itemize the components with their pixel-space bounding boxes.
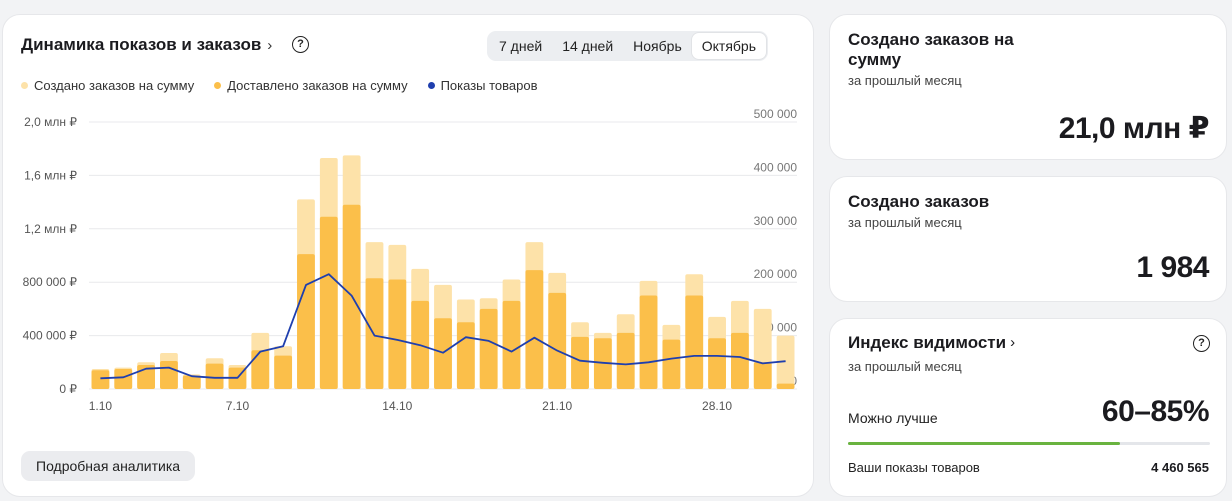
legend-dot-created	[21, 82, 28, 89]
y-right-tick-label: 300 000	[754, 214, 798, 228]
chevron-right-icon: ›	[267, 36, 273, 54]
chart-title-link[interactable]: Динамика показов и заказов ›	[21, 35, 272, 55]
visibility-title-link[interactable]: Индекс видимости ›	[848, 333, 1015, 353]
legend-item-delivered[interactable]: Доставлено заказов на сумму	[214, 78, 408, 93]
bar-delivered	[274, 355, 293, 389]
chart-title: Динамика показов и заказов	[21, 35, 262, 54]
visibility-title: Индекс видимости	[848, 333, 1007, 352]
chart-legend: Создано заказов на сумму Доставлено зака…	[21, 78, 538, 93]
bar-delivered	[160, 360, 178, 389]
orders-count-title: Создано заказов	[848, 192, 990, 211]
y-right-tick-label: 500 000	[754, 107, 798, 121]
visibility-index-card: Индекс видимости › ? за прошлый месяц Мо…	[829, 318, 1227, 497]
help-icon[interactable]: ?	[292, 36, 309, 53]
visibility-value: 60–85%	[1101, 395, 1210, 428]
bar-delivered	[639, 295, 658, 389]
bar-delivered	[319, 216, 338, 389]
y-left-tick-label: 400 000 ₽	[23, 329, 78, 343]
legend-label-created: Создано заказов на сумму	[34, 78, 195, 93]
bar-delivered	[730, 332, 749, 389]
bar-delivered	[502, 300, 521, 389]
legend-item-created[interactable]: Создано заказов на сумму	[21, 78, 194, 93]
bar-delivered	[91, 370, 110, 389]
bar-delivered	[388, 279, 407, 389]
y-left-tick-label: 1,6 млн ₽	[24, 168, 77, 182]
visibility-progress-fill	[848, 442, 1120, 445]
bar-delivered	[708, 338, 726, 389]
bar-delivered	[548, 292, 567, 389]
bar-delivered	[251, 350, 270, 389]
legend-label-impressions: Показы товаров	[440, 78, 538, 93]
y-left-tick-label: 1,2 млн ₽	[24, 222, 77, 236]
bar-delivered	[456, 322, 475, 389]
orders-count-card: Создано заказов за прошлый месяц 1 984	[829, 176, 1227, 302]
y-left-tick-label: 2,0 млн ₽	[24, 115, 77, 129]
x-tick-label: 7.10	[226, 399, 250, 413]
y-right-tick-label: 400 000	[754, 160, 798, 174]
x-tick-label: 1.10	[89, 399, 113, 413]
orders-count-value: 1 984	[1136, 251, 1209, 284]
period-tabs: 7 дней 14 дней Ноябрь Октябрь	[487, 31, 768, 61]
bar-delivered	[297, 254, 315, 389]
bar-delivered	[571, 336, 589, 389]
orders-count-subtitle: за прошлый месяц	[848, 215, 962, 230]
bar-delivered	[685, 295, 704, 389]
chevron-right-icon: ›	[1010, 334, 1016, 351]
impressions-line	[100, 273, 786, 380]
bar-delivered	[182, 375, 201, 389]
bar-delivered	[114, 368, 133, 389]
orders-sum-card: Создано заказов на сумму за прошлый меся…	[829, 14, 1227, 160]
legend-dot-impressions	[427, 82, 435, 89]
bar-delivered	[365, 278, 384, 389]
legend-dot-delivered	[214, 82, 222, 89]
orders-sum-subtitle: за прошлый месяц	[848, 73, 962, 88]
visibility-progress-bar	[848, 442, 1210, 445]
x-tick-label: 28.10	[702, 399, 732, 413]
y-right-tick-label: 200 000	[754, 267, 798, 281]
help-icon[interactable]: ?	[1193, 335, 1210, 352]
visibility-rating: Можно лучше	[848, 410, 938, 426]
detailed-analytics-button[interactable]: Подробная аналитика	[21, 451, 196, 481]
dynamics-card: Динамика показов и заказов › ? 7 дней 14…	[2, 14, 814, 497]
x-tick-label: 14.10	[382, 399, 412, 413]
legend-item-impressions[interactable]: Показы товаров	[427, 78, 538, 93]
tab-14-days[interactable]: 14 дней	[562, 38, 614, 54]
bar-delivered	[205, 363, 224, 389]
bar-delivered	[434, 318, 452, 389]
orders-sum-title: Создано заказов на сумму	[848, 30, 1014, 69]
tab-november[interactable]: Ноябрь	[633, 38, 682, 54]
impressions-value: 4 460 565	[1151, 460, 1209, 475]
impressions-label: Ваши показы товаров	[848, 460, 980, 475]
y-left-tick-label: 0 ₽	[59, 382, 77, 396]
bar-delivered	[479, 308, 498, 389]
bar-delivered	[616, 332, 635, 389]
visibility-subtitle: за прошлый месяц	[848, 359, 962, 374]
x-tick-label: 21.10	[542, 399, 572, 413]
bar-delivered	[753, 362, 772, 389]
bar-created	[776, 335, 795, 389]
y-left-tick-label: 800 000 ₽	[23, 275, 78, 289]
bar-delivered	[776, 383, 795, 389]
bar-delivered	[525, 270, 544, 389]
legend-label-delivered: Доставлено заказов на сумму	[227, 78, 408, 93]
orders-sum-value: 21,0 млн ₽	[1058, 112, 1210, 145]
bar-delivered	[662, 339, 681, 389]
tab-october[interactable]: Октябрь	[691, 33, 766, 59]
tab-7-days[interactable]: 7 дней	[499, 38, 543, 54]
